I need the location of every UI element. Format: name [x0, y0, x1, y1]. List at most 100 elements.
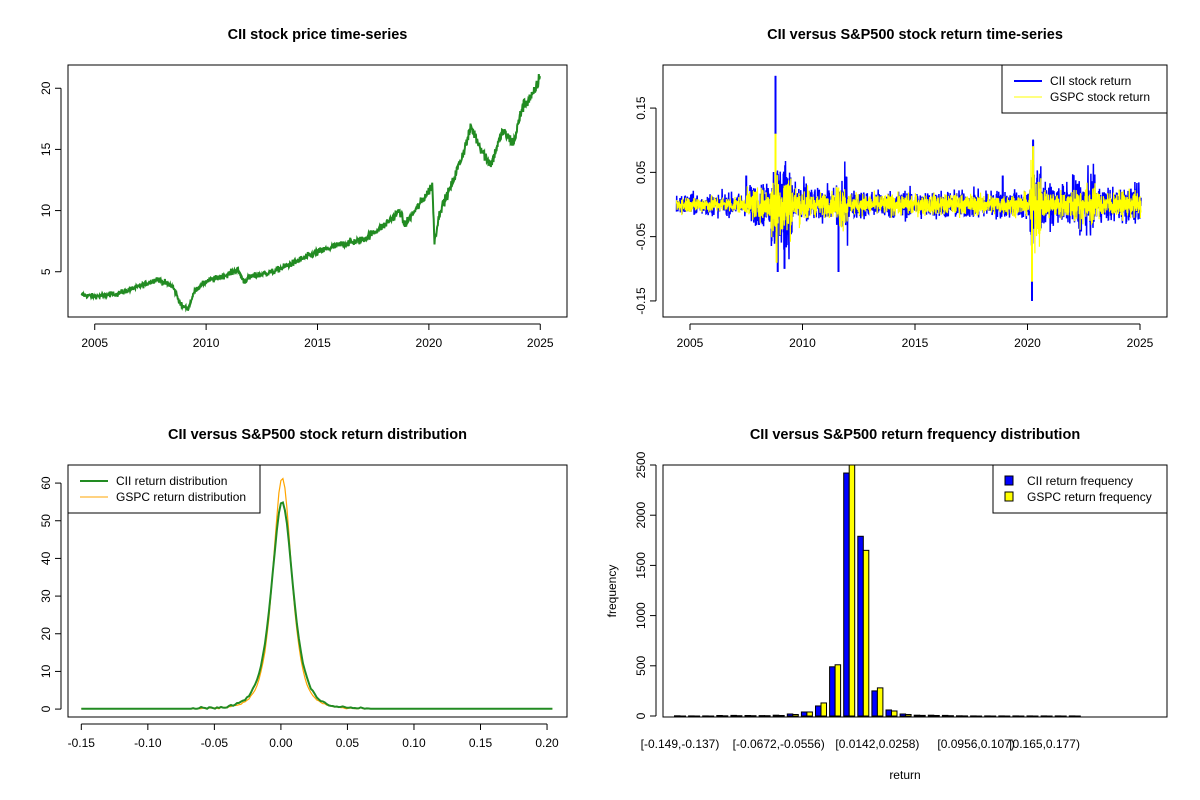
bar-gspc-4	[735, 715, 743, 717]
x-axis: 2005 2010 2015 2020 2025	[677, 323, 1154, 350]
y-tick-label: 0.05	[634, 160, 648, 184]
y-tick-label: 15	[39, 142, 53, 156]
bar-cii-9	[800, 711, 808, 717]
bar-gspc-12	[848, 464, 856, 717]
bar-cii-27	[1054, 715, 1062, 717]
x-axis: 2005 2010 2015 2020 2025	[81, 323, 554, 350]
x-tick-label: 2025	[527, 336, 554, 350]
x-tick-label: 2020	[416, 336, 443, 350]
bar-cii-3	[716, 714, 723, 717]
bar-gspc-10	[820, 702, 827, 717]
x-tick-label: [-0.0672,-0.0556)	[733, 737, 825, 751]
y-tick-label: 60	[39, 476, 53, 490]
legend: CII return frequency GSPC return frequenc…	[992, 464, 1168, 514]
y-tick-label: 20	[39, 627, 53, 641]
plot-frame	[662, 64, 1168, 318]
bar-cii-2	[702, 715, 709, 717]
legend-label: CII return distribution	[116, 474, 227, 488]
x-tick-label: 0.15	[469, 736, 493, 750]
legend-label: CII return frequency	[1027, 474, 1133, 488]
legend-swatch-1	[1004, 491, 1014, 502]
x-tick-label: 0.20	[535, 736, 559, 750]
x-tick-label: [0.0142,0.0258)	[835, 737, 919, 751]
bar-cii-0	[674, 715, 681, 717]
bar-cii-14	[871, 690, 878, 717]
y-tick-label: 2500	[634, 451, 648, 478]
legend: CII return distribution GSPC return distr…	[67, 464, 261, 514]
bar-cii-25	[1026, 715, 1033, 717]
bar-cii-13	[857, 535, 864, 717]
x-tick-label: 2020	[1014, 336, 1041, 350]
legend-box	[67, 464, 261, 514]
x-tick-label: 2015	[902, 336, 929, 350]
x-tick-label: 2015	[304, 336, 331, 350]
bar-cii-10	[815, 705, 822, 717]
bar-cii-12	[843, 472, 850, 717]
bar-cii-22	[984, 715, 991, 717]
bar-gspc-5	[750, 715, 757, 717]
chart-title: CII stock price time-series	[228, 27, 408, 43]
y-tick-label: -0.15	[634, 287, 648, 315]
y-tick-label: 500	[634, 655, 648, 675]
x-tick-label: 2005	[81, 336, 108, 350]
legend: CII stock return GSPC stock return	[1001, 64, 1168, 114]
y-axis: 5 10 15 20	[39, 81, 62, 275]
bar-cii-18	[927, 714, 935, 717]
bar-cii-21	[970, 715, 977, 717]
bar-gspc-19	[947, 715, 954, 717]
bar-cii-1	[688, 715, 695, 717]
y-tick-label: 1500	[634, 552, 648, 579]
bar-gspc-3	[721, 715, 729, 717]
y-tick-label: 10	[39, 664, 53, 678]
y-tick-label: 5	[39, 268, 53, 275]
y-tick-label: 50	[39, 514, 53, 528]
bar-gspc-7	[778, 714, 785, 717]
legend-label: GSPC return frequency	[1027, 490, 1152, 504]
y-tick-label: 30	[39, 589, 53, 603]
legend-swatch-0	[1004, 475, 1014, 486]
bar-cii-8	[786, 713, 794, 717]
y-tick-label: 10	[39, 204, 53, 218]
y-axis: -0.15 -0.05 0.05 0.15	[634, 96, 657, 315]
y-tick-label: 0	[634, 712, 648, 719]
x-axis-label: return	[889, 768, 920, 782]
x-tick-label: 2010	[193, 336, 220, 350]
density-line-cii	[81, 501, 553, 710]
chart-title: CII versus S&P500 stock return time-seri…	[767, 27, 1063, 43]
bar-cii-6	[758, 715, 766, 717]
panel-2: CII versus S&P500 stock return time-seri…	[634, 27, 1168, 350]
y-axis: 0 500 1000 1500 2000 2500	[634, 451, 657, 719]
bar-cii-11	[829, 666, 836, 717]
bar-gspc-20	[961, 715, 968, 717]
y-axis: 0 10 20 30 40 50 60	[39, 476, 62, 712]
bar-cii-15	[885, 709, 892, 717]
y-tick-label: 1000	[634, 602, 648, 629]
y-tick-label: 0	[39, 705, 53, 712]
chart-title: CII versus S&P500 stock return distribut…	[168, 427, 467, 443]
y-tick-label: -0.05	[634, 223, 648, 251]
x-tick-label: [0.0956,0.107)	[937, 737, 1014, 751]
bar-cii-17	[913, 714, 921, 717]
plot-frame	[67, 64, 568, 318]
panel-3: CII versus S&P500 stock return distribut…	[39, 427, 568, 750]
series-line-cii-price	[80, 74, 541, 313]
plot-frame	[67, 464, 568, 718]
legend-label: CII stock return	[1050, 74, 1131, 88]
legend-label: GSPC return distribution	[116, 490, 246, 504]
legend-box	[1001, 64, 1168, 114]
x-tick-label: [0.165,0.177)	[1009, 737, 1080, 751]
bar-gspc-15	[891, 710, 898, 717]
bar-gspc-16	[905, 713, 912, 717]
x-tick-label: 0.00	[269, 736, 293, 750]
y-tick-label: 0.15	[634, 96, 648, 120]
bar-gspc-14	[876, 687, 884, 717]
bar-cii-4	[730, 714, 737, 717]
y-tick-label: 40	[39, 551, 53, 565]
x-tick-label: [-0.149,-0.137)	[641, 737, 720, 751]
series-line-gspc-return	[675, 133, 1142, 282]
x-tick-label: 2010	[789, 336, 816, 350]
bar-cii-5	[744, 714, 751, 717]
bar-gspc-9	[806, 711, 813, 717]
